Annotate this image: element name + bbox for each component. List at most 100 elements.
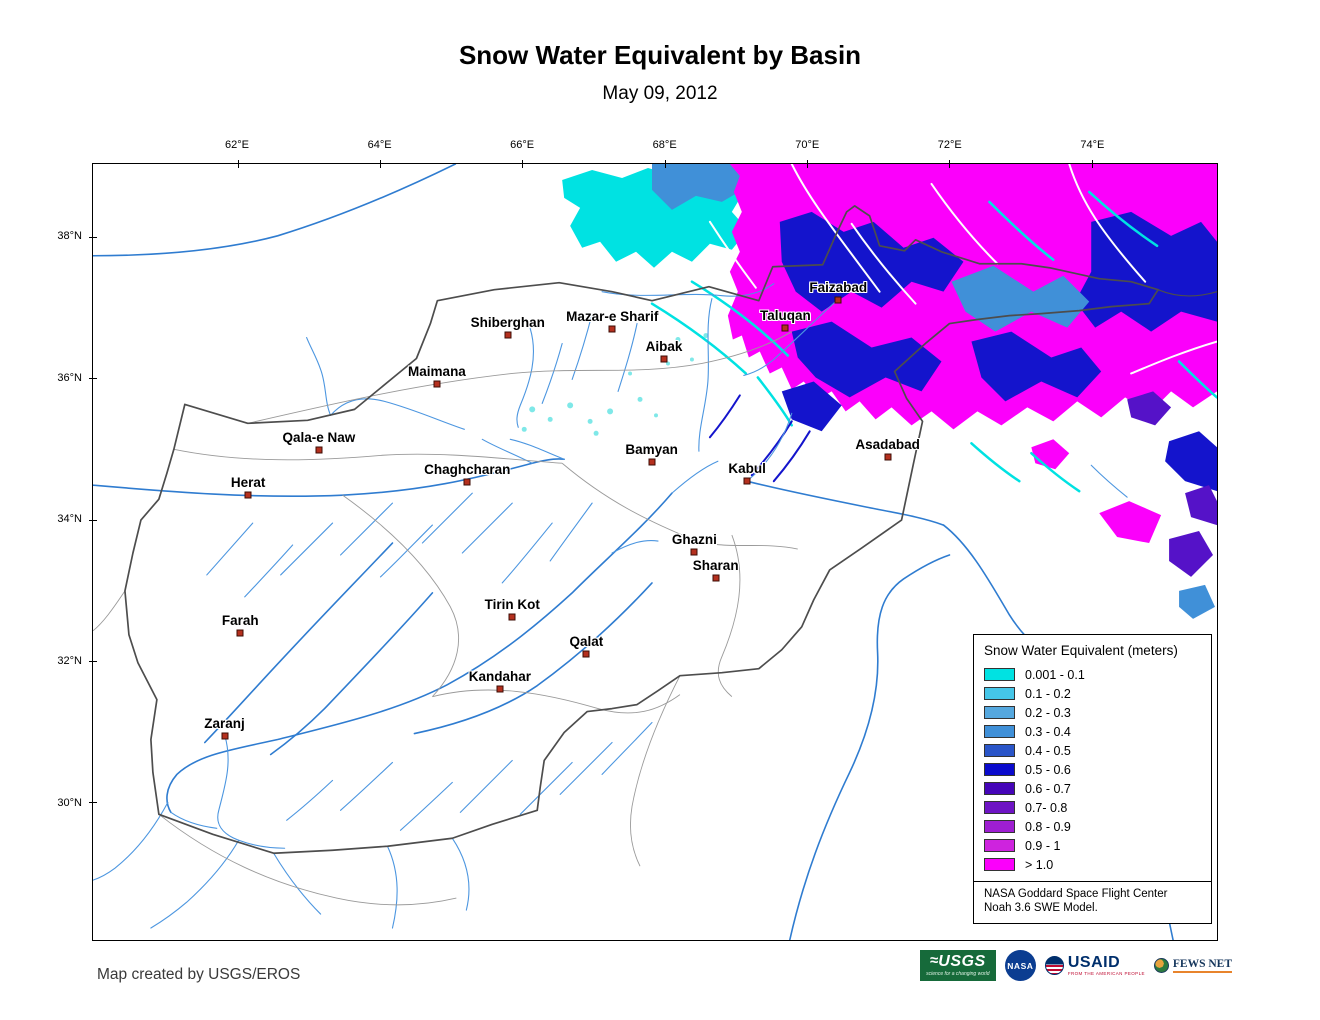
river-path [519, 761, 573, 815]
lat-label: 36°N [57, 371, 82, 384]
city-label: Kabul [728, 461, 766, 477]
river-path [501, 522, 553, 584]
nasa-logo: NASA [1004, 950, 1036, 981]
basin-boundary [561, 462, 798, 550]
river-path [150, 839, 240, 929]
river-path [386, 845, 398, 929]
legend-range-label: 0.1 - 0.2 [1025, 686, 1071, 701]
lon-tick [664, 160, 666, 168]
fewsnet-logo: FEWS NET [1153, 958, 1232, 973]
lat-label: 34°N [57, 513, 82, 526]
city-label: Bamyan [625, 441, 678, 457]
city-marker-icon [315, 446, 323, 454]
usgs-logo: ≈USGS science for a changing world [919, 950, 996, 981]
city-label: Qalat [569, 634, 604, 650]
lon-label: 66°E [510, 139, 535, 151]
snow-texture [1030, 452, 1081, 493]
lat-tick [89, 378, 97, 380]
river-path [509, 438, 565, 460]
snow-texture [708, 394, 741, 439]
snow-patch [1099, 501, 1162, 544]
snow-texture [988, 200, 1055, 261]
city-label: Herat [230, 475, 266, 491]
neighbor-border [1157, 289, 1217, 297]
usaid-tagline: FROM THE AMERICAN PEOPLE [1067, 971, 1145, 976]
river-path [601, 283, 775, 297]
snow-texture [930, 182, 999, 265]
river-path [273, 852, 322, 915]
river-path [244, 544, 294, 598]
river-path [746, 480, 945, 526]
snow-patch [652, 164, 752, 210]
river-path [166, 492, 673, 814]
page-title: Snow Water Equivalent by Basin [458, 40, 862, 70]
river-path [601, 722, 653, 775]
river-path [743, 299, 839, 377]
lon-label: 74°E [1080, 139, 1105, 151]
snow-texture [790, 164, 881, 293]
legend-swatch [984, 839, 1015, 852]
map-canvas [93, 164, 1217, 940]
river-path [93, 164, 457, 257]
lon-tick [380, 160, 382, 168]
legend-note-line1: NASA Goddard Space Flight Center [984, 888, 1168, 900]
lat-tick [89, 236, 97, 238]
city-label: Faizabad [809, 279, 868, 295]
river-path [559, 741, 613, 795]
city-marker-icon [508, 613, 516, 621]
legend-swatch [984, 725, 1015, 738]
legend-row: 0.9 - 1 [984, 836, 1201, 855]
city-marker-icon [884, 453, 892, 461]
lon-tick [1091, 160, 1093, 168]
legend-range-label: 0.6 - 0.7 [1025, 781, 1071, 796]
map-frame: Faizabad Taluqan Mazar-e Sharif Shiberghan A… [89, 160, 1218, 941]
legend-range-label: 0.9 - 1 [1025, 838, 1061, 853]
city-marker-icon [221, 732, 228, 740]
city-label: Maimana [408, 364, 466, 380]
city-label: Ghazni [671, 532, 717, 547]
snow-patch [1075, 211, 1217, 332]
legend-range-label: 0.4 - 0.5 [1025, 743, 1071, 758]
legend-row: 0.7- 0.8 [984, 798, 1201, 817]
snow-texture [756, 376, 794, 427]
city-marker-icon [433, 380, 441, 388]
basin-boundary [173, 448, 563, 464]
snow-texture [690, 280, 790, 357]
legend-row: > 1.0 [984, 855, 1201, 874]
usgs-wave-icon: ≈ [930, 952, 939, 969]
legend-range-label: 0.3 - 0.4 [1025, 724, 1071, 739]
legend-row: 0.6 - 0.7 [984, 779, 1201, 798]
afghanistan-border [124, 205, 1159, 855]
legend-range-label: 0.001 - 0.1 [1025, 667, 1085, 682]
legend-row: 0.2 - 0.3 [984, 703, 1201, 722]
legend-swatch [984, 858, 1015, 871]
legend-note-line2: Noah 3.6 SWE Model. [984, 902, 1098, 915]
legend: Snow Water Equivalent (meters) 0.001 - 0… [973, 634, 1212, 924]
city-label: Zaranj [204, 715, 245, 731]
city-marker-icon [743, 477, 751, 485]
legend-range-label: 0.7- 0.8 [1025, 800, 1068, 815]
legend-swatch [984, 801, 1015, 814]
city-marker-icon [660, 355, 668, 363]
city-label: Mazar-e Sharif [566, 308, 659, 324]
lon-label: 68°E [652, 139, 677, 151]
lon-tick [237, 160, 239, 168]
river-path [459, 759, 513, 813]
river-path [379, 524, 433, 578]
city-marker-icon [712, 574, 720, 582]
snow-patch [779, 211, 964, 312]
snow-texture [1068, 164, 1147, 283]
city-label: Shiberghan [470, 314, 545, 330]
city-marker-icon [648, 458, 656, 466]
legend-row: 0.5 - 0.6 [984, 760, 1201, 779]
legend-swatch [984, 687, 1015, 700]
city-marker-icon [690, 548, 698, 556]
lon-label: 70°E [795, 139, 820, 151]
snow-speckles [521, 333, 709, 436]
basin-boundary [247, 331, 792, 424]
lon-label: 62°E [225, 139, 250, 151]
globe-icon [1153, 958, 1169, 973]
logo-row: ≈USGS science for a changing world NASA … [919, 950, 1232, 981]
city-label: Tirin Kot [484, 597, 540, 613]
snow-patch [1169, 531, 1214, 577]
